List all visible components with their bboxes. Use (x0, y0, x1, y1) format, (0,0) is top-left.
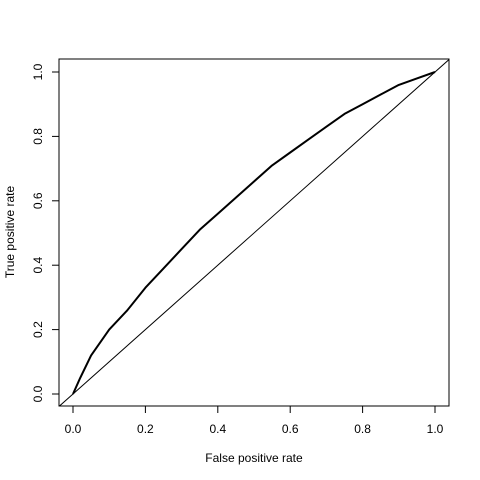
x-tick-label: 0.8 (354, 422, 371, 436)
plot-curves (59, 59, 449, 406)
y-tick-label: 1.0 (31, 63, 45, 80)
x-tick-label: 1.0 (427, 422, 444, 436)
x-axis-label: False positive rate (205, 451, 303, 465)
x-tick-label: 0.0 (65, 422, 82, 436)
x-axis: 0.0 0.2 0.4 0.6 0.8 1.0 (65, 405, 444, 436)
x-tick-label: 0.2 (137, 422, 154, 436)
diagonal-reference-line (59, 59, 449, 406)
y-tick-label: 0.4 (31, 257, 45, 274)
y-tick-label: 0.6 (31, 192, 45, 209)
y-tick-label: 0.2 (31, 321, 45, 338)
y-axis-label: True positive rate (3, 186, 17, 279)
roc-curve-line (72, 71, 436, 395)
y-tick-label: 0.8 (31, 128, 45, 145)
x-tick-label: 0.4 (209, 422, 226, 436)
y-axis: 0.0 0.2 0.4 0.6 0.8 1.0 (31, 63, 60, 402)
x-tick-label: 0.6 (282, 422, 299, 436)
y-tick-label: 0.0 (31, 385, 45, 402)
